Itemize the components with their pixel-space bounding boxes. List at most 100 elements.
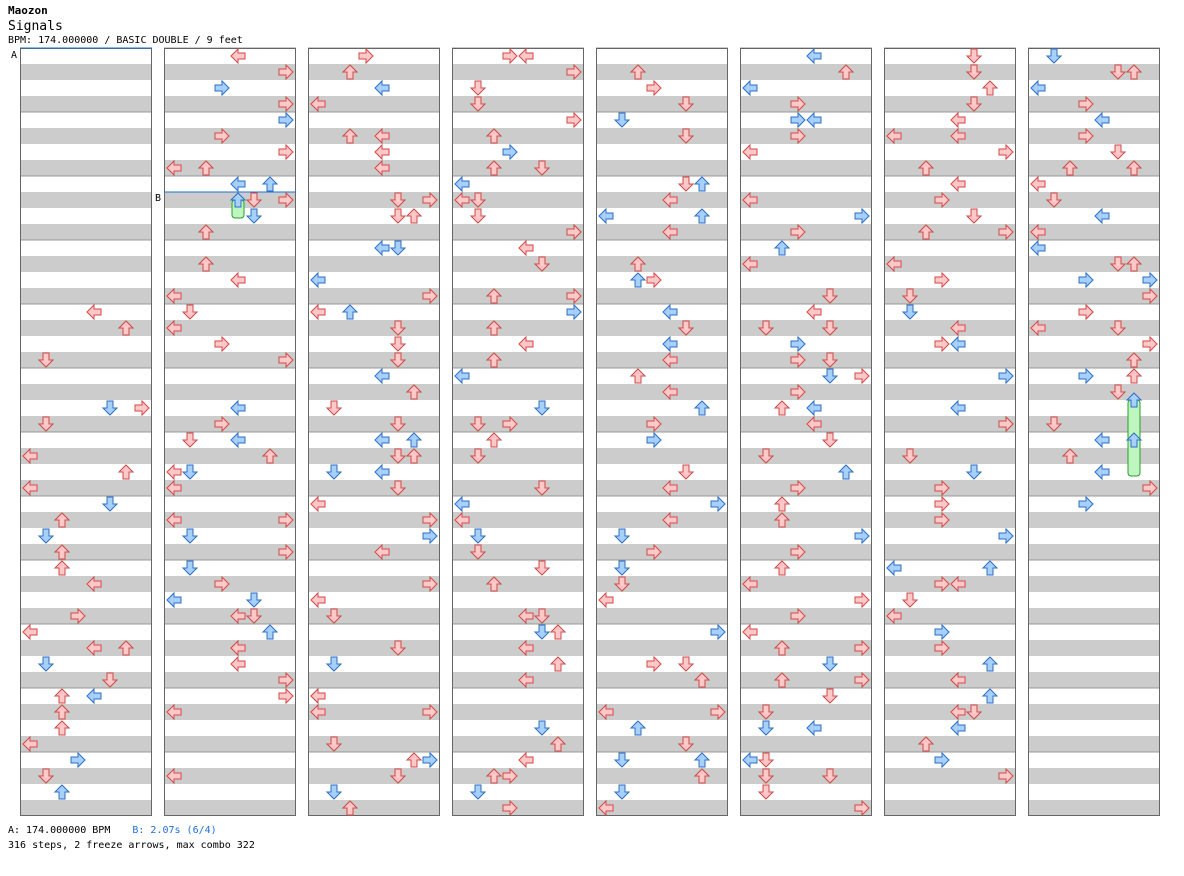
beat-band — [884, 128, 1016, 144]
arrow-glyph — [1125, 64, 1143, 80]
step-arrow-blue — [965, 464, 983, 480]
step-arrow-red — [454, 191, 470, 209]
beat-band — [308, 320, 440, 336]
arrow-glyph — [422, 511, 438, 529]
arrow-glyph — [134, 399, 150, 417]
arrow-glyph — [1078, 127, 1094, 145]
beat-band — [1028, 192, 1160, 208]
arrow-glyph — [677, 736, 695, 752]
step-arrow-red — [341, 64, 359, 80]
beat-band — [452, 608, 584, 624]
step-arrow-red — [245, 192, 263, 208]
step-arrow-red — [278, 351, 294, 369]
step-arrow-red — [934, 575, 950, 593]
arrow-glyph — [469, 80, 487, 96]
beat-band — [740, 288, 872, 304]
arrow-glyph — [374, 431, 390, 449]
step-arrow-red — [261, 448, 279, 464]
beat-band — [884, 512, 1016, 528]
arrow-glyph — [837, 64, 855, 80]
step-arrow-blue — [613, 528, 631, 544]
step-arrow-red — [613, 576, 631, 592]
step-arrow-red — [662, 511, 678, 529]
step-arrow-blue — [854, 207, 870, 225]
column-border — [1028, 48, 1160, 816]
arrow-glyph — [901, 304, 919, 320]
beat-band — [596, 224, 728, 240]
arrows-layer — [22, 47, 1158, 817]
beat-band — [20, 544, 152, 560]
beat-band — [1028, 64, 1160, 80]
step-arrow-red — [950, 575, 966, 593]
arrow-glyph — [662, 351, 678, 369]
beat-band — [884, 640, 1016, 656]
arrow-glyph — [502, 799, 518, 817]
arrow-glyph — [53, 704, 71, 720]
arrow-glyph — [998, 767, 1014, 785]
step-arrow-red — [950, 671, 966, 689]
step-arrow-blue — [37, 528, 55, 544]
arrow-glyph — [245, 592, 263, 608]
step-arrow-red — [533, 256, 551, 272]
arrow-glyph — [549, 656, 567, 672]
step-arrow-red — [117, 320, 135, 336]
step-arrow-blue — [230, 399, 246, 417]
step-arrow-red — [53, 512, 71, 528]
step-arrow-blue — [806, 111, 822, 129]
arrow-glyph — [341, 128, 359, 144]
step-arrow-red — [1030, 319, 1046, 337]
beat-band — [164, 64, 296, 80]
beat-band — [740, 768, 872, 784]
beat-band — [164, 256, 296, 272]
arrow-glyph — [197, 160, 215, 176]
step-arrow-red — [965, 208, 983, 224]
beat-band — [596, 448, 728, 464]
arrow-glyph — [533, 160, 551, 176]
arrow-glyph — [629, 256, 647, 272]
step-arrow-red — [662, 191, 678, 209]
beat-band — [596, 352, 728, 368]
arrow-glyph — [646, 543, 662, 561]
step-arrow-red — [917, 224, 935, 240]
step-arrow-red — [518, 335, 534, 353]
step-arrow-red — [518, 607, 534, 625]
arrow-glyph — [325, 400, 343, 416]
arrow-glyph — [325, 464, 343, 480]
beat-band — [1028, 256, 1160, 272]
step-arrow-blue — [806, 47, 822, 65]
arrow-glyph — [773, 560, 791, 576]
arrow-glyph — [646, 271, 662, 289]
step-arrow-red — [181, 432, 199, 448]
beat-band — [884, 416, 1016, 432]
step-arrow-blue — [566, 303, 582, 321]
arrow-glyph — [278, 143, 294, 161]
arrow-glyph — [1125, 160, 1143, 176]
beat-band — [452, 480, 584, 496]
step-arrow-blue — [950, 335, 966, 353]
arrow-glyph — [70, 751, 86, 769]
step-arrow-red — [230, 271, 246, 289]
arrow-glyph — [502, 415, 518, 433]
arrow-glyph — [389, 640, 407, 656]
step-arrow-red — [485, 320, 503, 336]
arrow-glyph — [757, 784, 775, 800]
arrow-glyph — [533, 624, 551, 640]
step-arrow-red — [566, 111, 582, 129]
arrow-glyph — [518, 639, 534, 657]
step-arrow-red — [677, 128, 695, 144]
arrow-glyph — [502, 143, 518, 161]
arrow-glyph — [166, 479, 182, 497]
step-arrow-red — [502, 767, 518, 785]
step-arrow-red — [677, 320, 695, 336]
arrow-glyph — [934, 191, 950, 209]
step-arrow-red — [518, 671, 534, 689]
column-border — [308, 48, 440, 816]
step-arrow-red — [821, 688, 839, 704]
arrow-glyph — [773, 240, 791, 256]
step-arrow-red — [485, 288, 503, 304]
arrow-glyph — [629, 720, 647, 736]
step-arrow-red — [278, 671, 294, 689]
arrow-glyph — [710, 623, 726, 641]
beat-band — [596, 800, 728, 816]
step-arrow-red — [230, 47, 246, 65]
